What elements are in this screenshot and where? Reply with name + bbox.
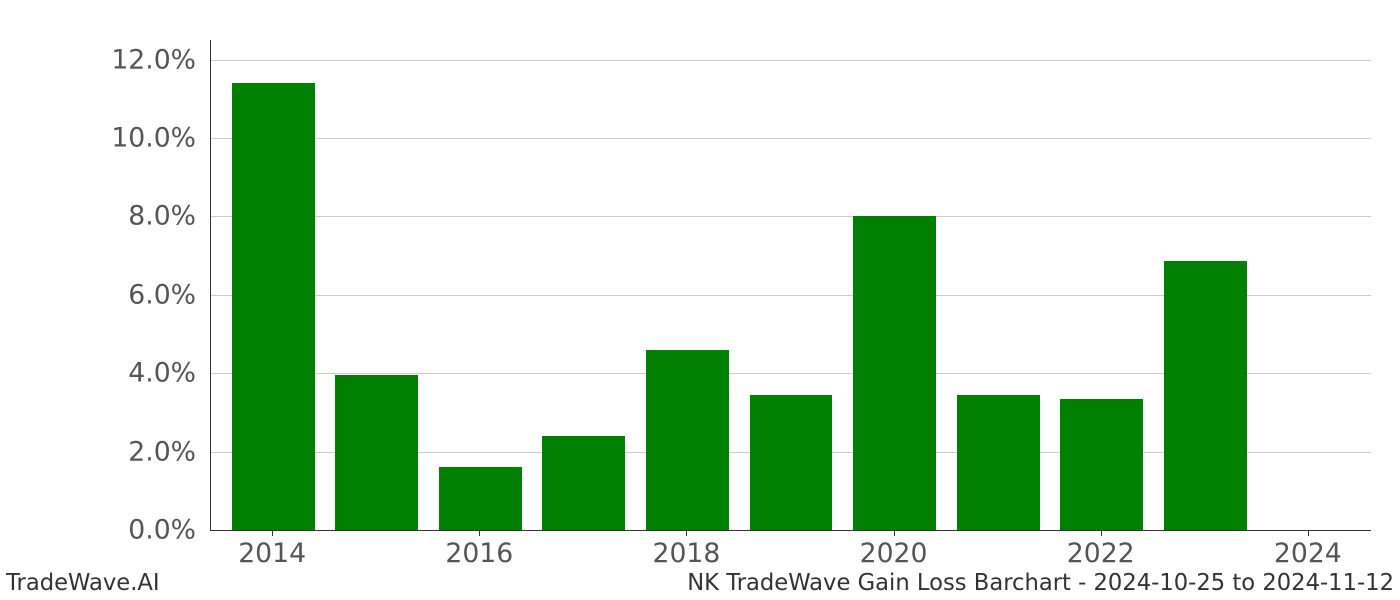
y-tick-label: 2.0% — [0, 436, 196, 467]
bar — [853, 216, 936, 530]
footer-brand-text: TradeWave.AI — [6, 570, 160, 596]
bar — [1060, 399, 1143, 530]
x-tick-label: 2020 — [860, 538, 928, 569]
gridline — [211, 216, 1371, 217]
x-tick-mark — [1308, 530, 1309, 536]
bar — [646, 350, 729, 530]
plot-area — [210, 40, 1371, 531]
x-tick-mark — [894, 530, 895, 536]
y-tick-label: 4.0% — [0, 358, 196, 389]
gridline — [211, 138, 1371, 139]
bar — [335, 375, 418, 530]
y-tick-label: 6.0% — [0, 279, 196, 310]
bar — [232, 83, 315, 530]
x-tick-mark — [1101, 530, 1102, 536]
bar — [750, 395, 833, 530]
chart-container: 0.0% 2.0% 4.0% 6.0% 8.0% 10.0% 12.0% 2014 2016 2… — [0, 0, 1400, 600]
x-tick-mark — [479, 530, 480, 536]
y-tick-label: 12.0% — [0, 44, 196, 75]
footer-description-text: NK TradeWave Gain Loss Barchart - 2024-1… — [687, 570, 1394, 596]
x-tick-label: 2022 — [1067, 538, 1135, 569]
x-tick-mark — [686, 530, 687, 536]
y-tick-label: 0.0% — [0, 515, 196, 546]
bar — [1164, 261, 1247, 530]
bar — [957, 395, 1040, 530]
x-tick-label: 2016 — [445, 538, 513, 569]
y-tick-label: 8.0% — [0, 201, 196, 232]
x-tick-mark — [272, 530, 273, 536]
bar — [542, 436, 625, 530]
x-tick-label: 2018 — [653, 538, 721, 569]
y-tick-label: 10.0% — [0, 123, 196, 154]
bar — [439, 467, 522, 530]
x-tick-label: 2014 — [238, 538, 306, 569]
x-tick-label: 2024 — [1274, 538, 1342, 569]
gridline — [211, 60, 1371, 61]
